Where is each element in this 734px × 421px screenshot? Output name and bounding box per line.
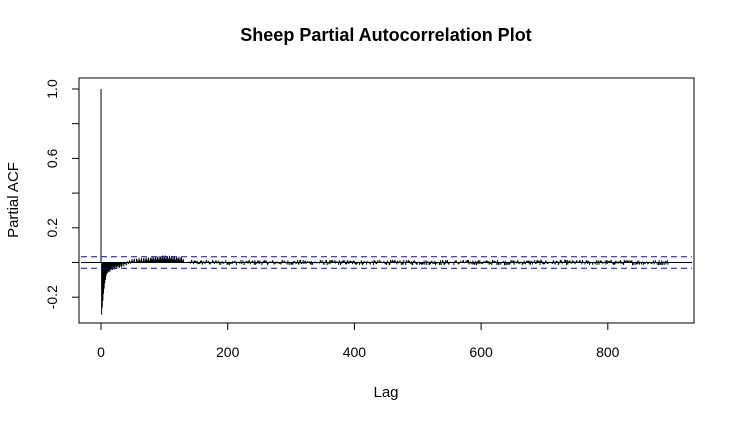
x-tick-label: 600: [469, 344, 493, 360]
x-tick-label: 0: [97, 344, 105, 360]
y-tick-label: 1.0: [44, 79, 60, 99]
chart-title: Sheep Partial Autocorrelation Plot: [240, 25, 531, 45]
y-tick-label: 0.6: [44, 148, 60, 168]
plot-frame: [78, 77, 695, 324]
x-tick-label: 800: [596, 344, 620, 360]
x-axis-label: Lag: [373, 384, 398, 401]
pacf-bars: [100, 89, 669, 315]
y-tick-label: 0.2: [44, 218, 60, 238]
y-tick-label: -0.2: [44, 285, 60, 309]
x-axis: 0 200 400 600 800: [97, 322, 620, 360]
y-axis-label: Partial ACF: [5, 162, 22, 238]
x-tick-label: 400: [343, 344, 367, 360]
y-axis: -0.2 0.2 0.6 1.0: [44, 79, 80, 309]
x-tick-label: 200: [216, 344, 240, 360]
